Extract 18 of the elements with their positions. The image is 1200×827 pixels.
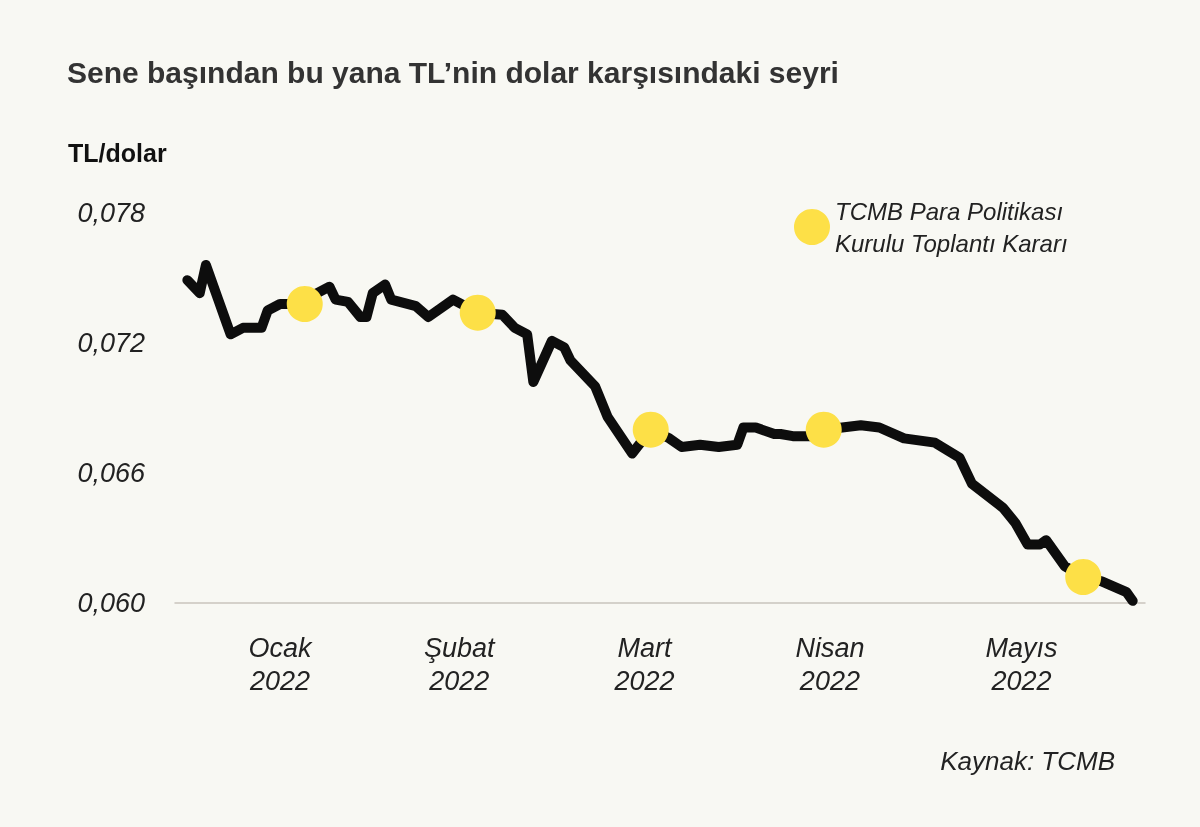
point: [805, 411, 842, 448]
x-tick-label: Mayıs 2022: [985, 632, 1058, 696]
legend-label: TCMB Para Politikası Kurulu Toplantı Kararı: [835, 197, 1070, 257]
y-tick-label: 0,060: [77, 588, 145, 618]
x-tick-label: Şubat 2022: [423, 632, 496, 696]
point: [1065, 559, 1102, 595]
text: Kaynak: TCMB: [940, 746, 1115, 776]
y-tick-label: 0,078: [77, 198, 145, 228]
y-tick-label: 0,072: [77, 328, 145, 358]
y-tick-label: 0,066: [77, 458, 146, 488]
chart-title: Sene başından bu yana TL’nin dolar karşısındaki seyri: [67, 55, 839, 89]
x-tick-label: Nisan 2022: [795, 632, 865, 696]
y-axis-title: TL/dolar: [68, 138, 167, 167]
point: [459, 294, 496, 331]
point: [632, 411, 669, 448]
x-tick-label: Ocak 2022: [248, 632, 314, 696]
point: [286, 286, 323, 322]
x-tick-label: Mart 2022: [613, 632, 675, 696]
